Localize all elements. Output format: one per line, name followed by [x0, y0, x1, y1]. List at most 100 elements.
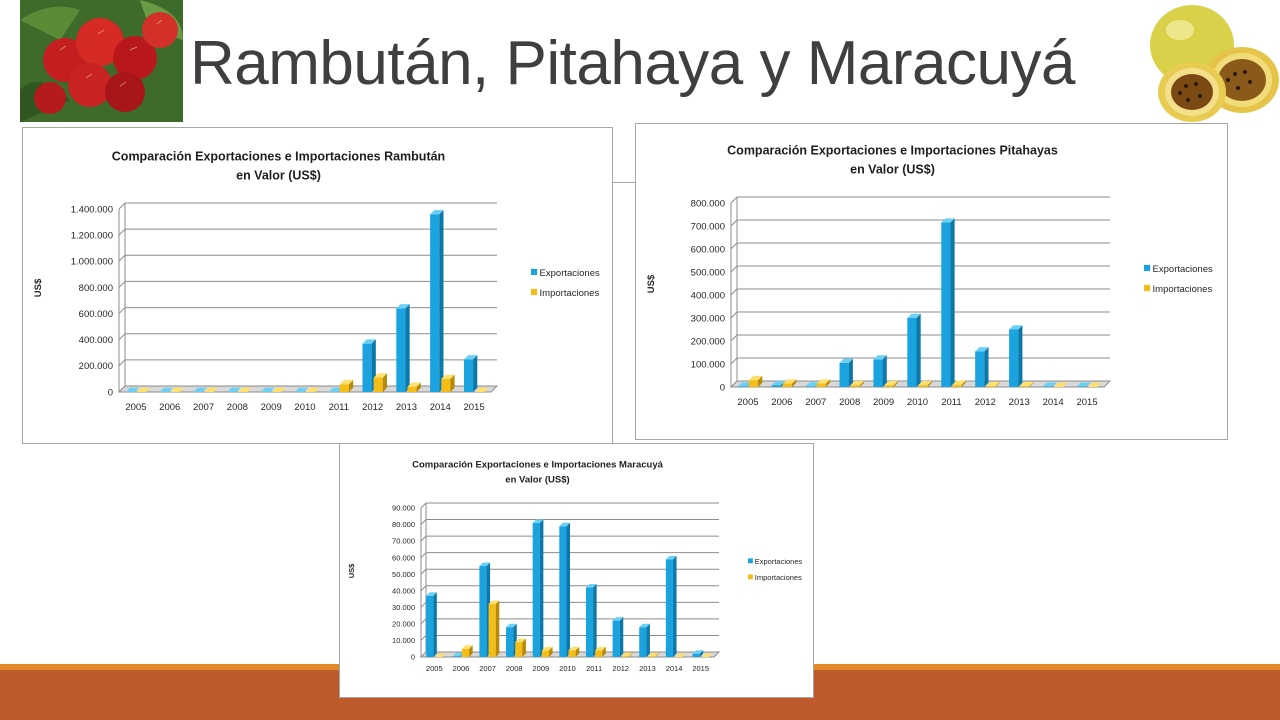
bar-importaciones-side: [825, 379, 831, 387]
bar-exportaciones: [125, 387, 140, 392]
chart-title-line: Comparación Exportaciones e Importacione…: [412, 460, 663, 471]
x-tick-label: 2012: [975, 397, 996, 408]
bar-exportaciones: [975, 347, 989, 387]
x-tick-label: 2013: [639, 664, 656, 673]
y-tick-label: 60.000: [392, 553, 415, 562]
bar-importaciones-front: [782, 383, 793, 387]
gridline-depth: [420, 618, 427, 625]
bar-exportaciones: [612, 617, 624, 657]
legend-swatch: [531, 288, 538, 296]
gridline-depth: [420, 552, 427, 559]
bar-exportaciones-top: [294, 387, 309, 392]
bar-importaciones-top: [238, 387, 252, 392]
bar-importaciones-side: [450, 374, 455, 392]
bar-exportaciones-top: [125, 387, 140, 392]
gridline-depth: [730, 219, 738, 227]
x-tick-label: 2015: [692, 664, 709, 673]
chart-pitahaya: Comparación Exportaciones e Importacione…: [635, 123, 1228, 440]
passion-fruit-photo: [1140, 0, 1280, 125]
bar-importaciones-front: [621, 656, 629, 657]
chart-maracuya: Comparación Exportaciones e Importacione…: [339, 443, 814, 698]
bar-exportaciones: [261, 387, 275, 392]
bar-exportaciones-side: [1052, 382, 1057, 387]
bar-exportaciones-top: [396, 304, 410, 309]
legend-label: Exportaciones: [1153, 264, 1213, 275]
bar-importaciones-side: [382, 373, 387, 392]
bar-importaciones: [986, 381, 1000, 387]
bar-exportaciones-top: [737, 382, 752, 387]
x-tick-label: 2006: [159, 402, 180, 413]
bar-exportaciones: [396, 304, 410, 392]
x-tick-label: 2006: [453, 664, 470, 673]
bar-importaciones: [595, 646, 606, 657]
bar-importaciones: [407, 382, 421, 392]
bar-exportaciones-top: [426, 592, 437, 596]
bar-exportaciones-side: [646, 623, 650, 657]
bar-importaciones-side: [495, 600, 500, 657]
bar-importaciones-side: [628, 652, 633, 657]
bar-importaciones-top: [1088, 382, 1102, 387]
x-tick-label: 2010: [294, 402, 315, 413]
gridline-depth: [730, 288, 738, 296]
bar-importaciones-top: [204, 387, 218, 392]
bar-exportaciones: [665, 555, 677, 657]
bar-exportaciones-top: [452, 652, 464, 657]
chart-title-line: en Valor (US$): [505, 475, 569, 486]
bar-importaciones: [373, 373, 387, 392]
bar-exportaciones-front: [639, 627, 647, 657]
x-tick-label: 2005: [737, 397, 758, 408]
bar-importaciones-top: [306, 387, 320, 392]
bar-importaciones-top: [595, 646, 606, 651]
bar-exportaciones-top: [639, 623, 650, 628]
bar-exportaciones: [227, 387, 241, 392]
bar-exportaciones-top: [839, 358, 853, 363]
bar-exportaciones-front: [426, 595, 434, 657]
y-tick-label: 20.000: [392, 620, 415, 629]
bar-exportaciones-side: [566, 522, 570, 657]
legend-swatch: [1144, 264, 1151, 272]
bar-importaciones-front: [986, 386, 996, 387]
bar-importaciones-top: [884, 380, 898, 386]
bar-importaciones-side: [575, 646, 580, 657]
bar-exportaciones: [585, 583, 597, 657]
legend-label: Exportaciones: [540, 268, 600, 279]
bar-exportaciones-top: [261, 387, 275, 392]
y-tick-label: 0: [411, 653, 415, 662]
bar-importaciones-top: [986, 381, 1000, 387]
bar-exportaciones-side: [916, 313, 921, 387]
bar-exportaciones-top: [159, 387, 173, 392]
x-tick-label: 2013: [1009, 397, 1030, 408]
gridline-depth: [420, 601, 427, 608]
chart-title-line: en Valor (US$): [850, 163, 935, 177]
slide-title: Rambután, Pitahaya y Maracuyá: [190, 29, 1075, 98]
bar-importaciones-top: [170, 387, 185, 392]
bar-importaciones-side: [522, 638, 526, 657]
bar-importaciones: [1020, 381, 1034, 387]
bar-importaciones-side: [416, 382, 421, 392]
bar-importaciones: [782, 379, 797, 387]
gridline-depth: [118, 228, 126, 236]
bar-importaciones-top: [515, 638, 526, 643]
bar-importaciones: [816, 379, 831, 387]
bar-exportaciones-side: [439, 210, 444, 392]
y-tick-label: 0: [720, 382, 725, 393]
bar-importaciones-top: [435, 653, 447, 657]
bar-exportaciones-front: [805, 386, 815, 387]
bar-importaciones-top: [272, 387, 286, 392]
bar-importaciones: [1054, 382, 1068, 387]
bar-exportaciones-front: [559, 526, 567, 657]
x-tick-label: 2007: [479, 664, 496, 673]
bar-importaciones-front: [339, 384, 349, 392]
bar-exportaciones-top: [907, 313, 921, 318]
bar-importaciones-top: [488, 600, 500, 605]
bar-exportaciones-front: [430, 214, 440, 392]
bar-importaciones-top: [1020, 381, 1034, 387]
bar-importaciones-front: [850, 385, 860, 387]
bar-exportaciones-side: [539, 519, 544, 657]
bar-exportaciones-front: [396, 308, 406, 392]
bar-importaciones-side: [655, 652, 660, 657]
bar-exportaciones-top: [479, 562, 491, 566]
bar-exportaciones-top: [1009, 325, 1023, 330]
bar-importaciones-top: [621, 652, 633, 657]
x-tick-label: 2013: [396, 402, 417, 413]
